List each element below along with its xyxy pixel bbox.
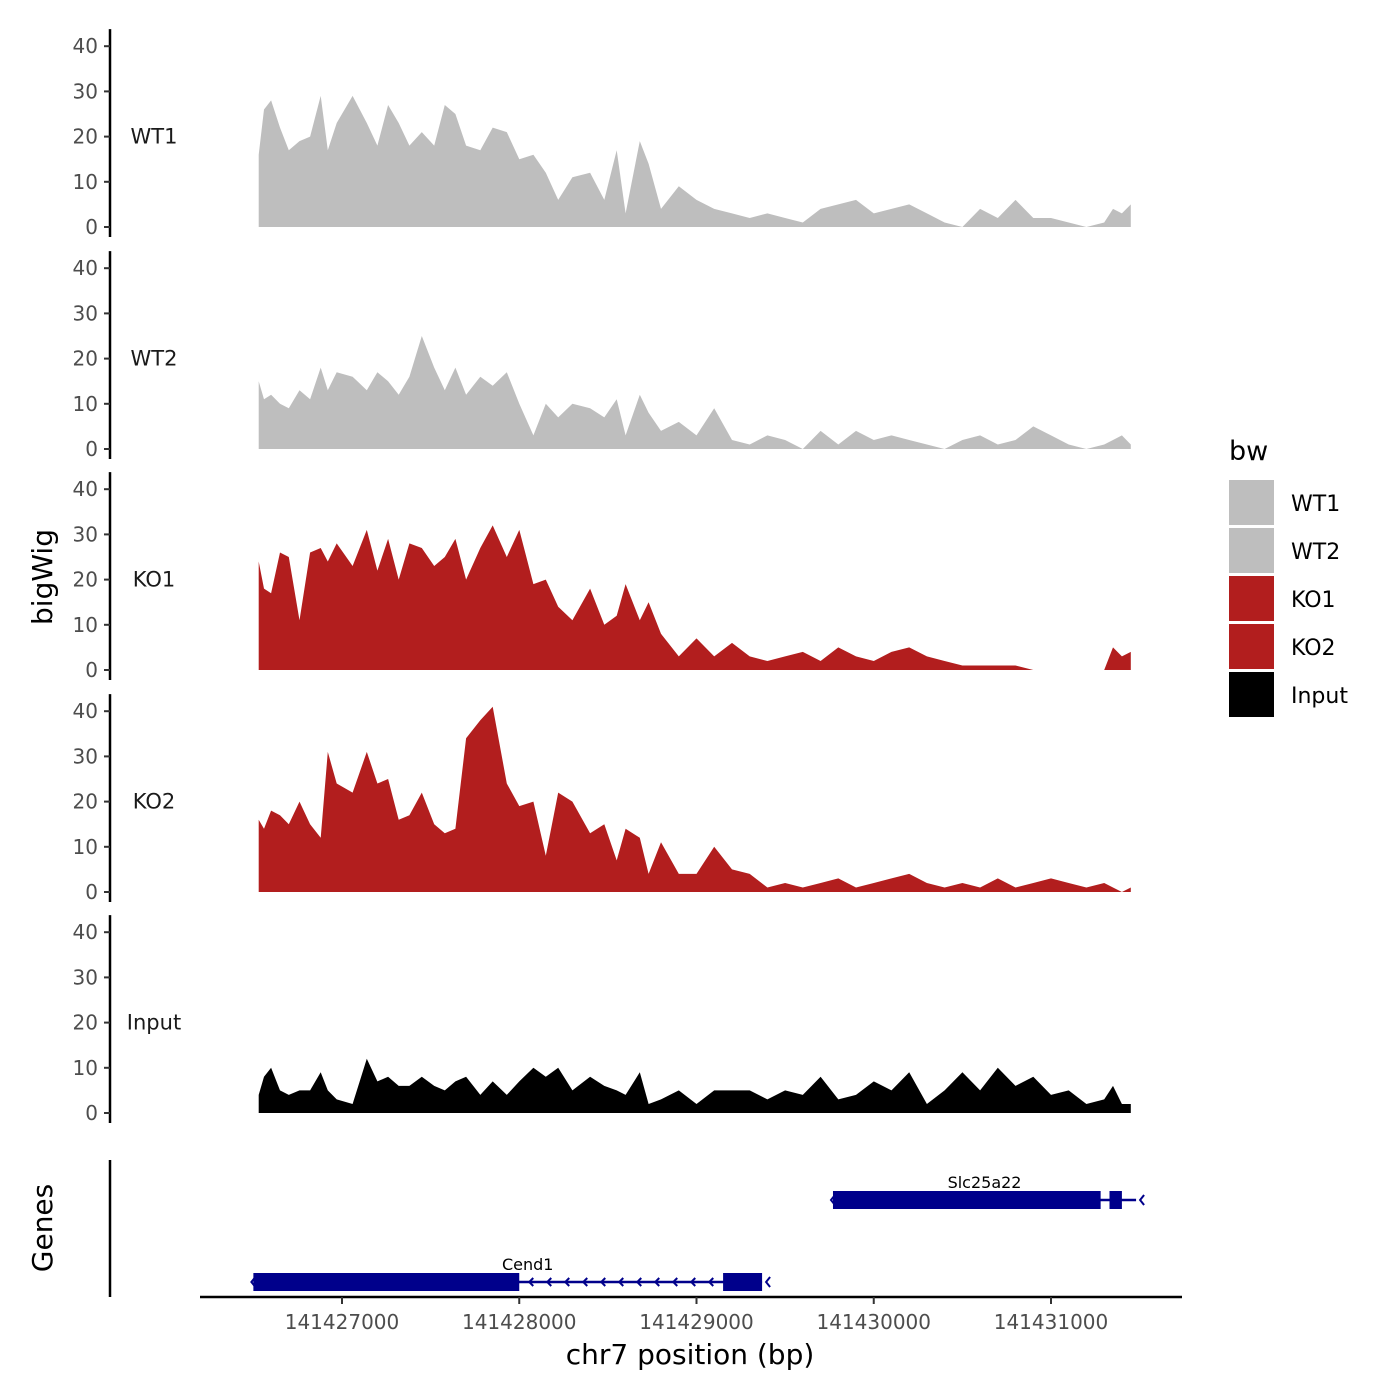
coverage-tracks: 0 10 20 30 40 WT1 0 10 20 30 40 WT2 0 10 20 30 40 KO1 0 10 2…: [73, 29, 1131, 1125]
legend-label-wt1: WT1: [1291, 492, 1340, 517]
x-tick-label: 141429000: [639, 1310, 754, 1334]
y-axis-title: bigWig: [26, 529, 59, 625]
y-tick-label: 40: [73, 256, 98, 280]
y-tick-label: 0: [85, 437, 98, 461]
strand-arrow: [689, 1277, 696, 1287]
x-tick-label: 141427000: [285, 1310, 400, 1334]
y-tick-label: 20: [73, 790, 98, 814]
y-tick-label: 0: [85, 1101, 98, 1125]
strand-arrow: [653, 1277, 660, 1287]
y-tick-label: 30: [73, 301, 98, 325]
strand-arrow: [250, 1276, 257, 1288]
legend-key-input: [1229, 672, 1274, 717]
y-tick-label: 40: [73, 920, 98, 944]
track-label: KO2: [133, 790, 176, 814]
strand-arrow: [599, 1277, 606, 1287]
y-tick-label: 10: [73, 170, 98, 194]
strand-arrow: [1138, 1194, 1145, 1206]
gene-exon: [253, 1273, 520, 1291]
track-ko2: 0 10 20 30 40 KO2: [73, 694, 1131, 904]
legend-label-wt2: WT2: [1291, 540, 1340, 565]
legend-key-wt2: [1229, 528, 1274, 573]
coverage-area-wt1: [258, 95, 1131, 228]
gene-label: Cend1: [502, 1255, 554, 1274]
gene-exon: [832, 1191, 1101, 1209]
gene-slc25a22: Slc25a22: [829, 1173, 1145, 1209]
strand-arrow: [581, 1277, 588, 1287]
genes-axis-title: Genes: [26, 1184, 59, 1272]
track-label: KO1: [133, 568, 176, 592]
legend-title: bw: [1229, 436, 1268, 467]
y-tick-label: 10: [73, 613, 98, 637]
gene-track: Cend1 Slc25a22: [108, 1160, 1145, 1297]
y-tick-label: 20: [73, 1011, 98, 1035]
y-tick-label: 40: [73, 699, 98, 723]
coverage-area-ko2: [258, 706, 1131, 892]
track-label: WT2: [131, 347, 178, 371]
strand-arrow: [545, 1277, 552, 1287]
y-tick-label: 10: [73, 835, 98, 859]
track-wt1: 0 10 20 30 40 WT1: [73, 29, 1131, 239]
y-tick-label: 10: [73, 392, 98, 416]
strand-arrow: [764, 1276, 771, 1288]
track-wt2: 0 10 20 30 40 WT2: [73, 251, 1131, 461]
legend-label-ko2: KO2: [1291, 636, 1336, 661]
track-ko1: 0 10 20 30 40 KO1: [73, 472, 1131, 682]
legend-label-input: Input: [1291, 684, 1348, 709]
strand-arrow: [829, 1194, 836, 1206]
strand-arrow: [527, 1277, 534, 1287]
gene-label: Slc25a22: [948, 1173, 1022, 1192]
legend-key-wt1: [1229, 480, 1274, 525]
strand-arrow: [617, 1277, 624, 1287]
track-input: 0 10 20 30 40 Input: [73, 915, 1131, 1125]
legend-label-ko1: KO1: [1291, 588, 1336, 613]
y-tick-label: 0: [85, 658, 98, 682]
y-tick-label: 20: [73, 347, 98, 371]
coverage-area-ko1: [258, 525, 1131, 670]
track-label: WT1: [131, 125, 178, 149]
x-tick-label: 141431000: [994, 1310, 1109, 1334]
legend: bw WT1 WT2 KO1 KO2 Input: [1229, 436, 1348, 717]
coverage-area-wt2: [258, 336, 1131, 449]
y-tick-label: 40: [73, 477, 98, 501]
y-tick-label: 0: [85, 215, 98, 239]
y-tick-label: 30: [73, 79, 98, 103]
x-tick-label: 141430000: [816, 1310, 931, 1334]
gene-exon: [723, 1273, 763, 1291]
y-tick-label: 10: [73, 1056, 98, 1080]
y-tick-label: 40: [73, 34, 98, 58]
x-tick-label: 141428000: [462, 1310, 577, 1334]
legend-key-ko1: [1229, 576, 1274, 621]
y-tick-label: 30: [73, 965, 98, 989]
gene-cend1: Cend1: [250, 1255, 771, 1291]
y-tick-label: 20: [73, 125, 98, 149]
coverage-area-input: [258, 1058, 1131, 1113]
x-axis: 141427000 141428000 141429000 141430000 1414…: [200, 1295, 1182, 1334]
strand-arrow: [635, 1277, 642, 1287]
x-axis-title: chr7 position (bp): [566, 1338, 815, 1371]
y-tick-label: 30: [73, 744, 98, 768]
y-tick-label: 0: [85, 880, 98, 904]
gene-exon: [1109, 1191, 1122, 1209]
strand-arrow: [563, 1277, 570, 1287]
strand-arrow: [671, 1277, 678, 1287]
strand-arrow: [707, 1277, 714, 1287]
legend-key-ko2: [1229, 624, 1274, 669]
y-tick-label: 20: [73, 568, 98, 592]
y-tick-label: 30: [73, 522, 98, 546]
track-label: Input: [127, 1011, 181, 1035]
